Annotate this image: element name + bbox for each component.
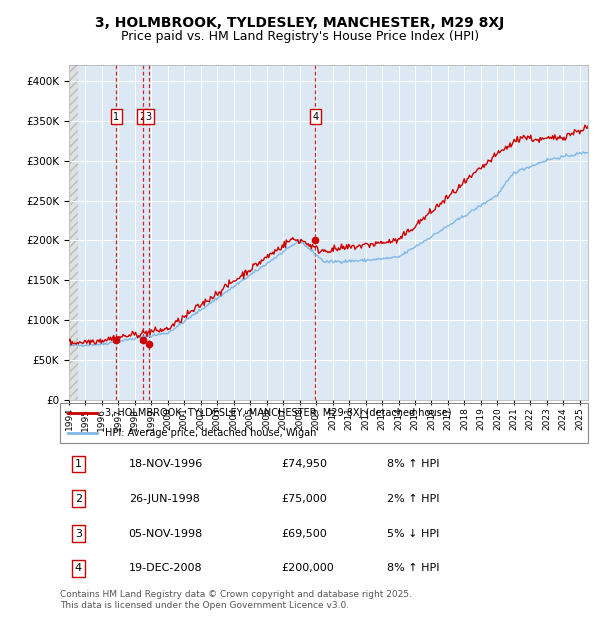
Text: 2: 2 [140, 112, 146, 122]
Text: 4: 4 [75, 564, 82, 574]
Text: 1: 1 [113, 112, 119, 122]
Text: 19-DEC-2008: 19-DEC-2008 [128, 564, 202, 574]
Text: 5% ↓ HPI: 5% ↓ HPI [388, 529, 440, 539]
Text: 3, HOLMBROOK, TYLDESLEY, MANCHESTER, M29 8XJ (detached house): 3, HOLMBROOK, TYLDESLEY, MANCHESTER, M29… [105, 408, 451, 418]
Text: HPI: Average price, detached house, Wigan: HPI: Average price, detached house, Wiga… [105, 428, 316, 438]
Text: 3: 3 [146, 112, 152, 122]
Text: 05-NOV-1998: 05-NOV-1998 [128, 529, 203, 539]
Bar [69, 65, 78, 400]
Text: 2: 2 [75, 494, 82, 503]
Text: 18-NOV-1996: 18-NOV-1996 [128, 459, 203, 469]
Text: 26-JUN-1998: 26-JUN-1998 [128, 494, 200, 503]
Text: 1: 1 [75, 459, 82, 469]
Text: 2% ↑ HPI: 2% ↑ HPI [388, 494, 440, 503]
Text: 3: 3 [75, 529, 82, 539]
Text: 3, HOLMBROOK, TYLDESLEY, MANCHESTER, M29 8XJ: 3, HOLMBROOK, TYLDESLEY, MANCHESTER, M29… [95, 16, 505, 30]
Text: £69,500: £69,500 [282, 529, 328, 539]
Text: 8% ↑ HPI: 8% ↑ HPI [388, 459, 440, 469]
Text: 8% ↑ HPI: 8% ↑ HPI [388, 564, 440, 574]
Text: £200,000: £200,000 [282, 564, 335, 574]
Text: Price paid vs. HM Land Registry's House Price Index (HPI): Price paid vs. HM Land Registry's House … [121, 30, 479, 43]
Text: 4: 4 [313, 112, 319, 122]
Text: £74,950: £74,950 [282, 459, 328, 469]
Text: £75,000: £75,000 [282, 494, 328, 503]
Text: Contains HM Land Registry data © Crown copyright and database right 2025.
This d: Contains HM Land Registry data © Crown c… [60, 590, 412, 609]
